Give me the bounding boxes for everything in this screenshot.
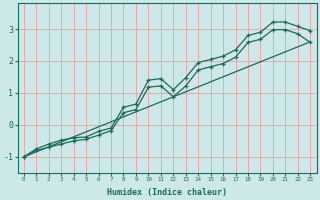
X-axis label: Humidex (Indice chaleur): Humidex (Indice chaleur) xyxy=(107,188,227,197)
